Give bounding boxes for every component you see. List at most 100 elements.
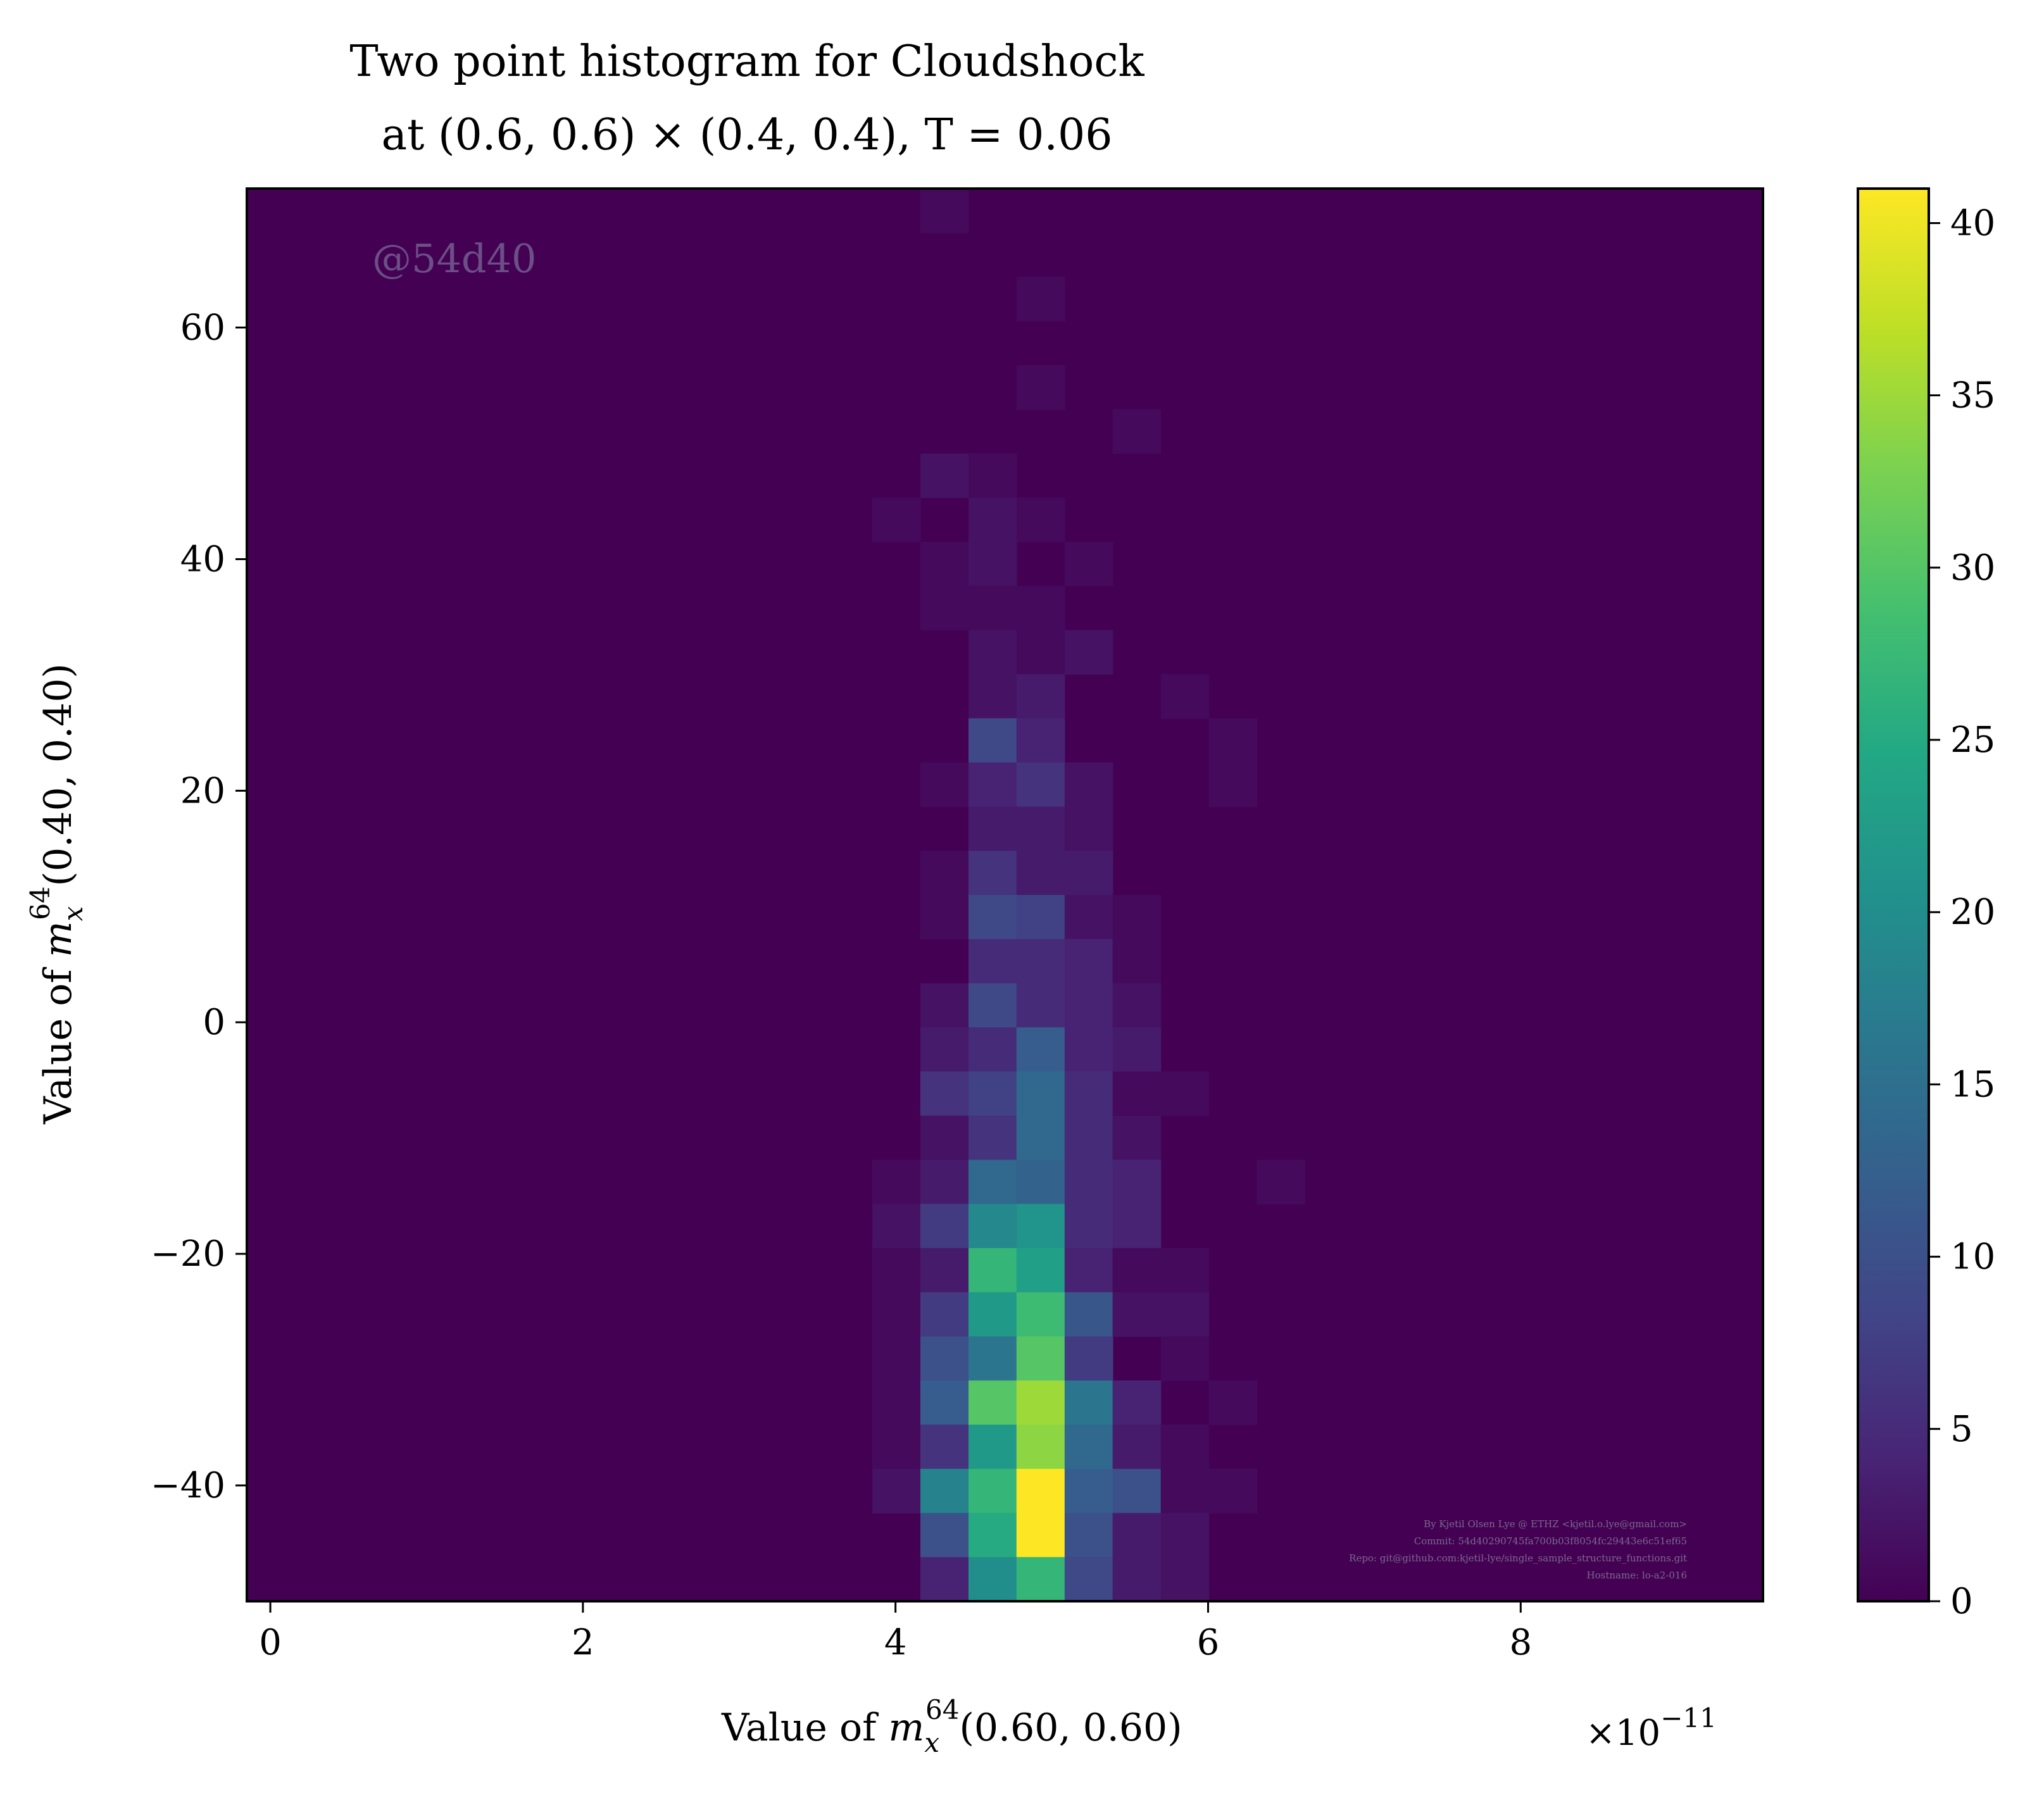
heatmap-cell bbox=[968, 1380, 1017, 1425]
heatmap-cell bbox=[1160, 1071, 1210, 1116]
colorbar-tick-label: 0 bbox=[1950, 1581, 1973, 1622]
heatmap-cell bbox=[872, 1336, 921, 1381]
heatmap-cell bbox=[1016, 894, 1065, 940]
watermark: @54d40 bbox=[372, 235, 536, 282]
y-axis-label: Value of mx64(0.40, 0.40) bbox=[25, 663, 89, 1125]
heatmap-cell bbox=[920, 1159, 969, 1204]
heatmap-cell bbox=[1016, 585, 1065, 631]
heatmap-cell bbox=[968, 762, 1017, 808]
chart-title-line-2: at (0.6, 0.6) × (0.4, 0.4), T = 0.06 bbox=[381, 110, 1112, 160]
heatmap-cell bbox=[1016, 1380, 1065, 1425]
heatmap-cell bbox=[1112, 894, 1162, 940]
heatmap-cell bbox=[1208, 762, 1258, 808]
credit-line: Hostname: lo-a2-016 bbox=[1587, 1570, 1687, 1581]
y-tick-label: 40 bbox=[180, 539, 225, 580]
heatmap-cell bbox=[1160, 1292, 1210, 1337]
heatmap-cell bbox=[1064, 983, 1113, 1028]
heatmap-cell bbox=[920, 851, 969, 896]
heatmap-cell bbox=[1016, 1247, 1065, 1293]
heatmap-cell bbox=[1112, 1115, 1162, 1161]
heatmap-cell bbox=[920, 762, 969, 808]
heatmap-cell bbox=[1016, 674, 1065, 719]
heatmap-cell bbox=[968, 939, 1017, 984]
heatmap-cell bbox=[968, 585, 1017, 631]
y-tick-label: −20 bbox=[151, 1234, 225, 1275]
colorbar-tick-label: 25 bbox=[1950, 720, 1995, 761]
heatmap-cell bbox=[920, 1380, 969, 1425]
heatmap-cell bbox=[872, 1380, 921, 1425]
plot-area: @54d40 By Kjetil Olsen Lye @ ETHZ <kjeti… bbox=[246, 187, 1764, 1602]
heatmap-cell bbox=[1112, 1159, 1162, 1204]
heatmap-cell bbox=[1016, 806, 1065, 851]
heatmap-cell bbox=[1208, 1468, 1258, 1514]
heatmap-cell bbox=[968, 1513, 1017, 1558]
colorbar-gradient bbox=[1858, 189, 1929, 1601]
heatmap-cell bbox=[968, 1292, 1017, 1337]
heatmap-cell bbox=[920, 1247, 969, 1293]
heatmap-cell bbox=[1064, 1424, 1113, 1470]
heatmap-cell bbox=[920, 189, 969, 234]
heatmap-cell bbox=[920, 1071, 969, 1116]
heatmap-cell bbox=[920, 541, 969, 587]
y-tick-label: 60 bbox=[180, 308, 225, 349]
heatmap-cell bbox=[872, 1247, 921, 1293]
heatmap-cell bbox=[1016, 1336, 1065, 1381]
colorbar-tick-label: 15 bbox=[1950, 1064, 1995, 1105]
heatmap-cell bbox=[920, 1292, 969, 1337]
heatmap-cell bbox=[872, 1204, 921, 1249]
colorbar-tick-label: 10 bbox=[1950, 1237, 1995, 1278]
x-tick-label: 4 bbox=[884, 1622, 907, 1663]
heatmap-cell bbox=[872, 1424, 921, 1470]
colorbar: 0 5 10 15 20 25 30 35 40 bbox=[1857, 187, 1995, 1622]
heatmap-cell bbox=[872, 497, 921, 542]
heatmap-cell bbox=[968, 851, 1017, 896]
heatmap-cell bbox=[1064, 1336, 1113, 1381]
heatmap-cell bbox=[1016, 939, 1065, 984]
heatmap-cell bbox=[1016, 1557, 1065, 1602]
heatmap-cell bbox=[1016, 1204, 1065, 1249]
heatmap-cell bbox=[1064, 1071, 1113, 1116]
plot-frame bbox=[246, 187, 1764, 1602]
heatmap-cell bbox=[920, 1557, 969, 1602]
heatmap-cell bbox=[968, 541, 1017, 587]
y-tick-label: −40 bbox=[151, 1465, 225, 1506]
heatmap-cell bbox=[968, 1159, 1017, 1204]
heatmap-cell bbox=[1064, 894, 1113, 940]
heatmap-cell bbox=[1016, 630, 1065, 675]
heatmap-cell bbox=[1112, 1424, 1162, 1470]
heatmap-cell bbox=[968, 674, 1017, 719]
heatmap-cell bbox=[1112, 1247, 1162, 1293]
x-axis-label: Value of mx64(0.60, 0.60) bbox=[721, 1694, 1182, 1758]
heatmap-cell bbox=[920, 983, 969, 1028]
colorbar-ticks: 0 5 10 15 20 25 30 35 40 bbox=[1929, 203, 1995, 1622]
heatmap-cell bbox=[1112, 1292, 1162, 1337]
heatmap-cell bbox=[1112, 1380, 1162, 1425]
heatmap-cell bbox=[1016, 851, 1065, 896]
y-tick-label: 20 bbox=[180, 770, 225, 811]
heatmap-cell bbox=[1064, 1247, 1113, 1293]
heatmap-cell bbox=[1064, 1557, 1113, 1602]
heatmap-cell bbox=[1160, 1336, 1210, 1381]
heatmap-cell bbox=[1016, 1027, 1065, 1072]
heatmap-cell bbox=[1064, 630, 1113, 675]
credit-line: Commit: 54d40290745fa700b03f8054fc29443e… bbox=[1414, 1535, 1687, 1547]
chart-title-line-1: Two point histogram for Cloudshock bbox=[349, 37, 1144, 87]
heatmap-cell bbox=[1112, 1027, 1162, 1072]
heatmap-cell bbox=[1016, 497, 1065, 542]
heatmap-cell bbox=[968, 1115, 1017, 1161]
heatmap-cell bbox=[920, 1513, 969, 1558]
heatmap-cell bbox=[1064, 762, 1113, 808]
heatmap-cell bbox=[1160, 1513, 1210, 1558]
heatmap-cell bbox=[1112, 409, 1162, 454]
heatmap-cell bbox=[968, 1071, 1017, 1116]
heatmap-cell bbox=[968, 806, 1017, 851]
heatmap-cell bbox=[920, 1115, 969, 1161]
heatmap-cell bbox=[968, 1336, 1017, 1381]
heatmap-cell bbox=[1064, 1027, 1113, 1072]
heatmap-cell bbox=[968, 894, 1017, 940]
heatmap-cell bbox=[920, 585, 969, 631]
heatmap-cell bbox=[968, 718, 1017, 763]
heatmap-cell bbox=[1160, 1557, 1210, 1602]
heatmap-cell bbox=[1112, 983, 1162, 1028]
